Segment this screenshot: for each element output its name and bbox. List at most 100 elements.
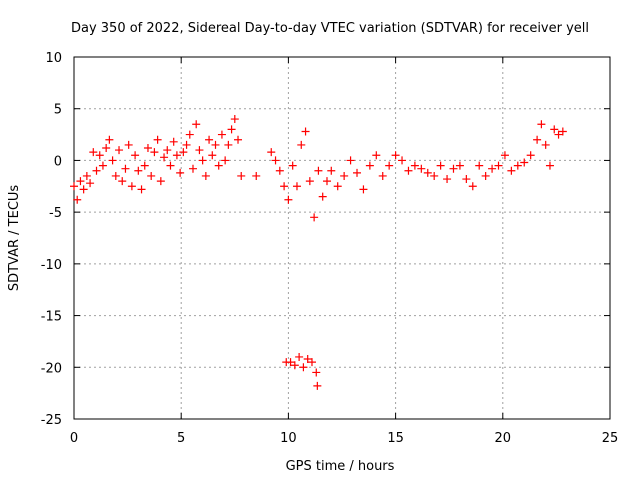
data-point bbox=[182, 140, 191, 149]
data-point bbox=[372, 151, 381, 160]
data-point bbox=[237, 171, 246, 180]
data-point bbox=[500, 151, 509, 160]
data-point bbox=[558, 127, 567, 136]
data-point bbox=[140, 161, 149, 170]
data-point bbox=[111, 171, 120, 180]
data-point bbox=[430, 171, 439, 180]
data-point bbox=[423, 168, 432, 177]
x-tick-label: 25 bbox=[602, 431, 619, 446]
data-point bbox=[134, 166, 143, 175]
data-point bbox=[398, 156, 407, 165]
data-point bbox=[462, 175, 471, 184]
data-point bbox=[234, 135, 243, 144]
data-point bbox=[280, 182, 289, 191]
data-point bbox=[166, 161, 175, 170]
data-point bbox=[192, 120, 201, 129]
data-point bbox=[185, 130, 194, 139]
data-point bbox=[92, 166, 101, 175]
data-point bbox=[513, 161, 522, 170]
data-point bbox=[494, 161, 503, 170]
data-point bbox=[378, 171, 387, 180]
data-point bbox=[172, 151, 181, 160]
data-point bbox=[201, 171, 210, 180]
data-point bbox=[176, 168, 185, 177]
data-point bbox=[95, 151, 104, 160]
data-point bbox=[156, 177, 165, 186]
y-tick-label: -20 bbox=[41, 361, 62, 376]
data-point bbox=[541, 140, 550, 149]
data-point bbox=[208, 151, 217, 160]
data-point bbox=[73, 195, 82, 204]
data-point bbox=[307, 358, 316, 367]
x-tick-label: 15 bbox=[387, 431, 404, 446]
data-point bbox=[205, 135, 214, 144]
data-point bbox=[385, 161, 394, 170]
axis-ticks bbox=[73, 56, 611, 420]
data-point bbox=[284, 195, 293, 204]
data-point bbox=[327, 166, 336, 175]
data-point bbox=[137, 185, 146, 194]
data-point bbox=[365, 161, 374, 170]
chart-title: Day 350 of 2022, Sidereal Day-to-day VTE… bbox=[71, 21, 589, 36]
data-point bbox=[359, 185, 368, 194]
data-point bbox=[312, 368, 321, 377]
data-point bbox=[211, 140, 220, 149]
data-point bbox=[79, 185, 88, 194]
data-point bbox=[443, 175, 452, 184]
plot-frame bbox=[73, 56, 611, 420]
data-point bbox=[131, 151, 140, 160]
data-point bbox=[404, 166, 413, 175]
data-point bbox=[297, 140, 306, 149]
data-point bbox=[160, 153, 169, 162]
data-point bbox=[198, 156, 207, 165]
data-point bbox=[550, 125, 559, 134]
x-tick-label: 0 bbox=[70, 431, 78, 446]
data-point bbox=[288, 161, 297, 170]
data-point bbox=[217, 130, 226, 139]
data-point bbox=[76, 177, 85, 186]
y-tick-label: -5 bbox=[49, 206, 62, 221]
data-point bbox=[102, 144, 111, 153]
data-point bbox=[214, 161, 223, 170]
data-point bbox=[299, 363, 308, 372]
data-point bbox=[554, 130, 563, 139]
data-point bbox=[537, 120, 546, 129]
data-point bbox=[468, 182, 477, 191]
data-point bbox=[105, 135, 114, 144]
data-point bbox=[70, 182, 78, 191]
data-point bbox=[417, 164, 426, 173]
data-point bbox=[179, 148, 188, 157]
data-point bbox=[333, 182, 342, 191]
data-point bbox=[290, 361, 299, 370]
data-point bbox=[533, 135, 542, 144]
data-point bbox=[169, 137, 178, 146]
data-point bbox=[286, 358, 295, 367]
data-point bbox=[310, 213, 319, 222]
data-point bbox=[303, 355, 312, 364]
data-point bbox=[292, 182, 301, 191]
data-points bbox=[70, 115, 567, 390]
data-point bbox=[188, 164, 197, 173]
data-point bbox=[115, 146, 124, 155]
data-point bbox=[455, 161, 464, 170]
x-tick-label: 20 bbox=[495, 431, 512, 446]
data-point bbox=[147, 171, 156, 180]
data-point bbox=[346, 156, 355, 165]
data-point bbox=[227, 125, 236, 134]
y-tick-label: -25 bbox=[41, 413, 62, 428]
data-point bbox=[82, 171, 91, 180]
data-point bbox=[221, 156, 230, 165]
x-tick-label: 5 bbox=[177, 431, 185, 446]
data-point bbox=[224, 140, 233, 149]
data-point bbox=[195, 146, 204, 155]
data-point bbox=[153, 135, 162, 144]
y-tick-label: -15 bbox=[41, 310, 62, 325]
grid bbox=[74, 57, 610, 419]
data-point bbox=[143, 144, 152, 153]
data-point bbox=[301, 127, 310, 136]
data-point bbox=[118, 177, 127, 186]
data-point bbox=[481, 171, 490, 180]
data-point bbox=[436, 161, 445, 170]
y-tick-label: 5 bbox=[54, 103, 62, 118]
